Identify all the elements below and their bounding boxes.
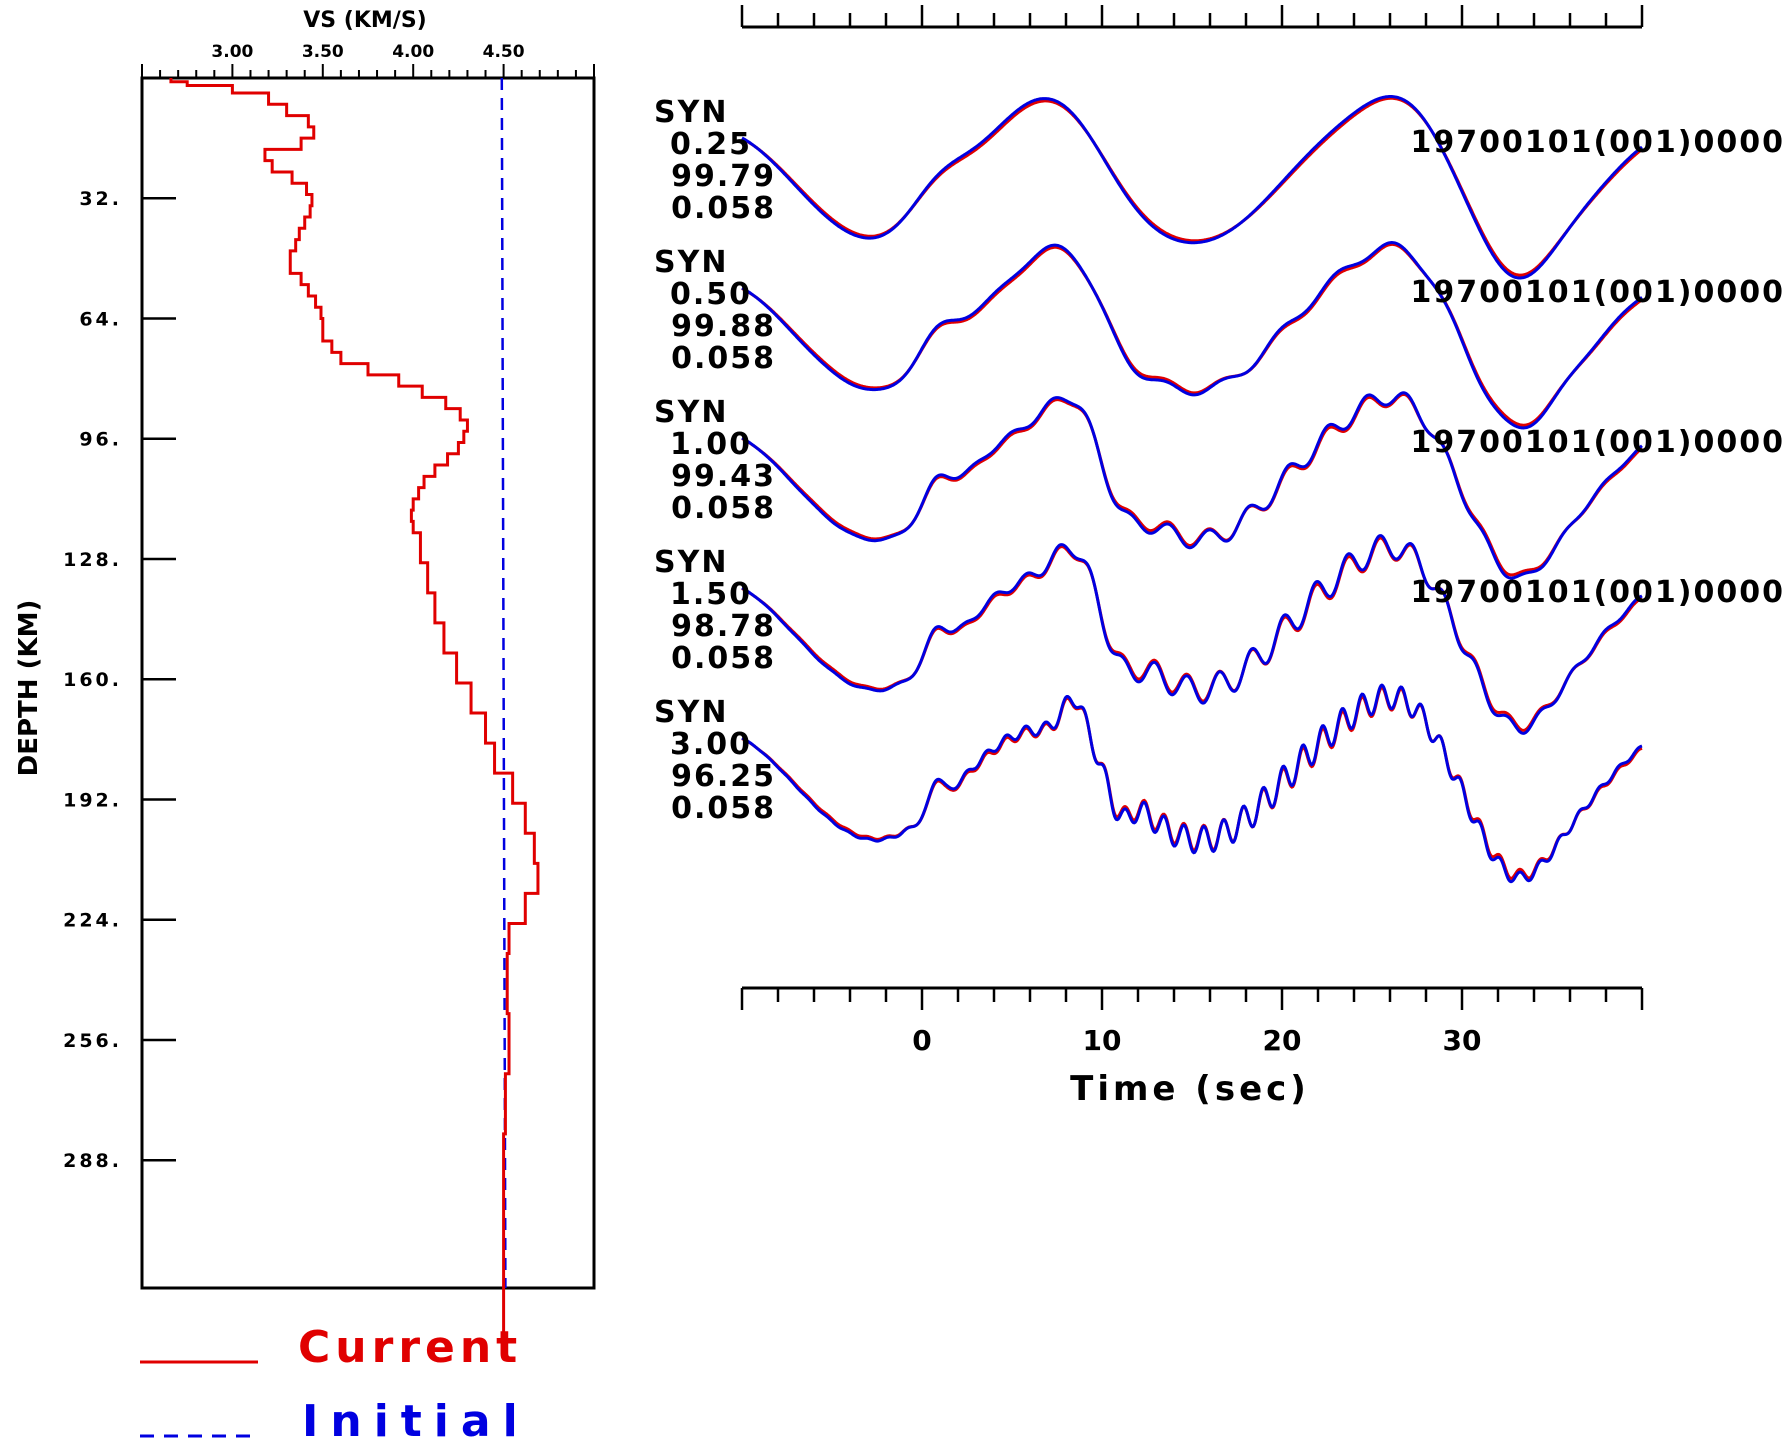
depth-tick-label: 224. [63,910,122,932]
trace-fit-3: 99.43 [671,459,776,494]
time-tick-label: 0 [912,1024,931,1057]
trace-fit-2: 99.88 [671,309,776,344]
time-tick-label: 20 [1263,1024,1302,1057]
depth-tick-label: 192. [63,789,122,811]
trace-labels: SYN0.2599.790.05819700101(001)0000SYN0.5… [654,95,1785,826]
trace-fit-1: 99.79 [671,159,776,194]
trace-fit-4: 98.78 [671,609,776,644]
trace-observed-4 [741,536,1643,732]
waveform-traces [741,95,1643,884]
vs-ticks [141,64,595,78]
depth-tick-label: 256. [63,1030,122,1052]
time-axis-title: Time (sec) [1070,1069,1310,1109]
trace-label-3: SYN [654,395,728,430]
depth-tick-label: 64. [79,308,122,330]
time-tick-labels: 0 10 20 30 [912,1024,1481,1057]
trace-period-4: 1.50 [670,577,752,612]
depth-tick-label: 128. [63,549,122,571]
bottom-time-ticks [740,988,1644,1010]
trace-period-2: 0.50 [670,277,752,312]
trace-amp-1: 0.058 [671,191,776,226]
depth-tick-label: 288. [63,1150,122,1172]
trace-date-3: 19700101(001)0000 [1410,425,1785,460]
trace-amp-3: 0.058 [671,491,776,526]
depth-axis-title: DEPTH (KM) [14,600,44,777]
top-time-ticks [740,5,1644,27]
time-tick-label: 10 [1083,1024,1122,1057]
legend-initial-label: Initial [302,1396,530,1447]
vs-axis-title: VS (KM/S) [303,8,426,33]
depth-tick-label: 32. [79,188,122,210]
trace-fit-5: 96.25 [671,759,776,794]
trace-predicted-3 [741,391,1643,580]
trace-label-4: SYN [654,545,728,580]
time-tick-label: 30 [1443,1024,1482,1057]
waveform-panel: SYN0.2599.790.05819700101(001)0000SYN0.5… [654,5,1785,1109]
trace-date-2: 19700101(001)0000 [1410,275,1785,310]
depth-tick-label: 96. [79,429,122,451]
vs-tick-label: 4.50 [483,42,525,62]
velocity-profile-panel: VS (KM/S) 3.00 3.50 4.00 4.50 32. 64. 96. 128.… [14,8,596,1447]
trace-date-1: 19700101(001)0000 [1410,125,1785,160]
trace-amp-5: 0.058 [671,791,776,826]
vs-tick-label: 4.00 [392,42,434,62]
trace-predicted-4 [741,534,1643,735]
trace-period-5: 3.00 [670,727,752,762]
trace-label-5: SYN [654,695,728,730]
trace-period-1: 0.25 [670,127,752,162]
vs-tick-label: 3.00 [211,42,253,62]
depth-tick-labels: 32. 64. 96. 128. 160. 192. 224. 256. 288. [63,188,122,1172]
trace-predicted-1 [741,95,1643,280]
trace-predicted-2 [741,240,1643,430]
depth-tick-label: 160. [63,669,122,691]
trace-period-3: 1.00 [670,427,752,462]
profile-frame [140,76,596,1290]
vs-tick-labels: 3.00 3.50 4.00 4.50 [211,42,524,62]
trace-label-1: SYN [654,95,728,130]
vs-tick-label: 3.50 [302,42,344,62]
trace-date-4: 19700101(001)0000 [1410,575,1785,610]
trace-amp-2: 0.058 [671,341,776,376]
legend-current-label: Current [298,1322,522,1373]
depth-ticks [142,196,176,1162]
current-model-line [169,78,540,1345]
trace-predicted-5 [741,683,1643,884]
trace-amp-4: 0.058 [671,641,776,676]
trace-label-2: SYN [654,245,728,280]
